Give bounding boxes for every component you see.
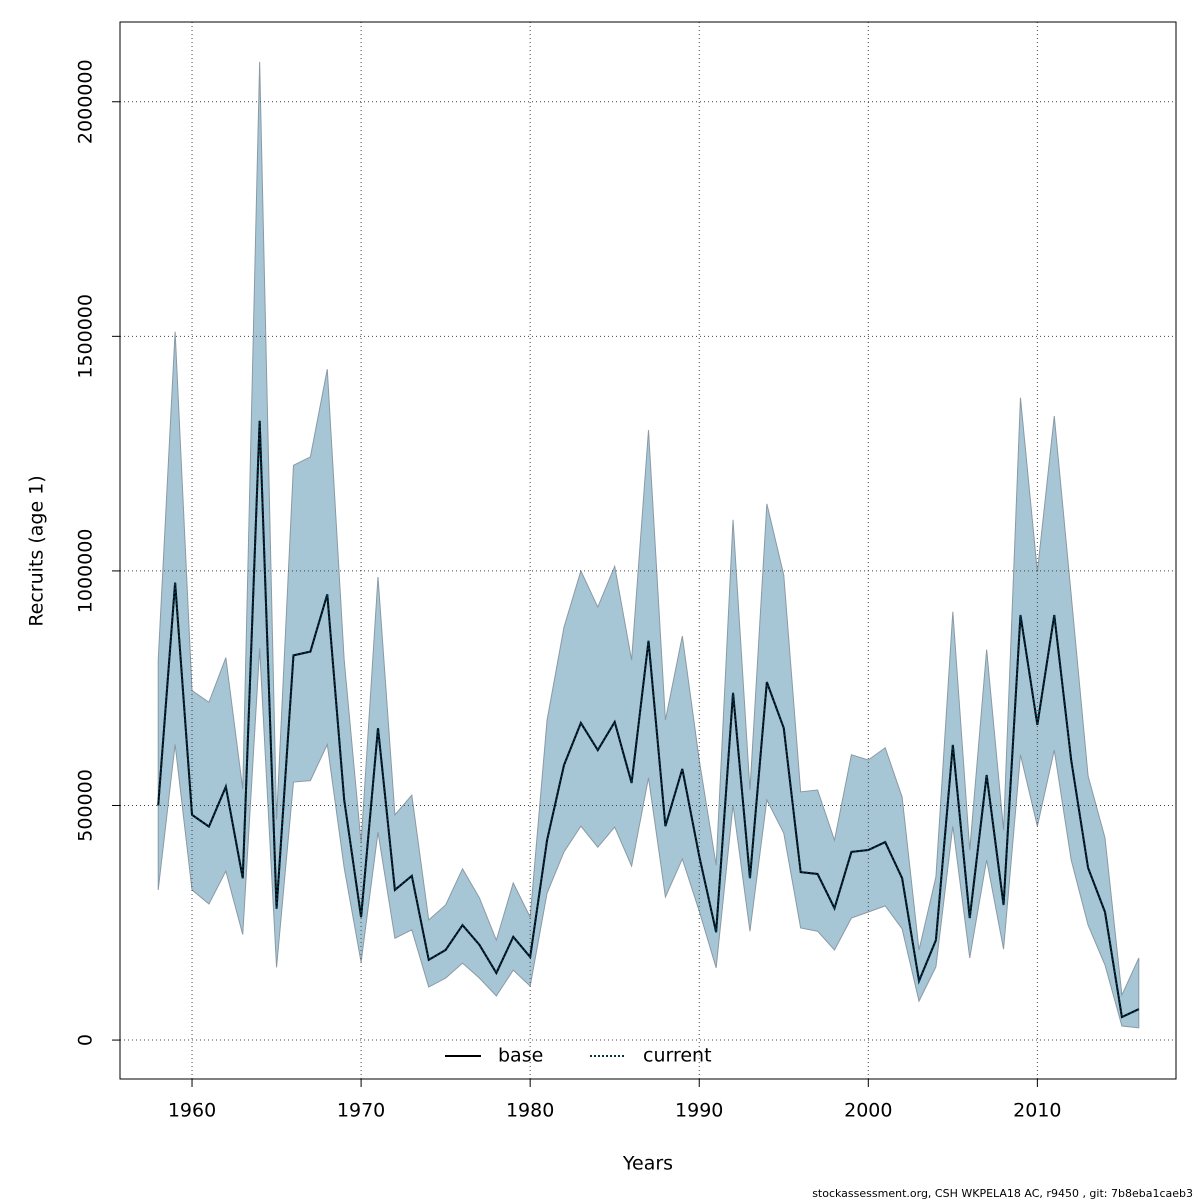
y-tick-label: 2000000 <box>75 59 97 144</box>
x-tick-label: 1980 <box>506 1100 554 1122</box>
x-tick-label: 1960 <box>168 1100 216 1122</box>
series-line <box>157 420 1140 1019</box>
caption: stockassessment.org, CSH WKPELA18 AC, r9… <box>812 1187 1193 1200</box>
x-tick-label: 1990 <box>675 1100 723 1122</box>
y-tick-label: 0 <box>75 1034 97 1046</box>
y-tick-label: 1000000 <box>75 529 97 614</box>
legend-label: current <box>643 1045 712 1067</box>
legend-label: base <box>498 1045 543 1067</box>
x-tick-label: 2010 <box>1013 1100 1061 1122</box>
x-tick-label: 2000 <box>844 1100 892 1122</box>
x-tick-label: 1970 <box>337 1100 385 1122</box>
y-axis-label: Recruits (age 1) <box>26 475 48 626</box>
y-tick-label: 500000 <box>75 769 97 842</box>
plot-frame <box>119 21 1177 1080</box>
confidence-band <box>157 61 1140 1029</box>
y-tick-label: 1500000 <box>75 294 97 379</box>
x-axis-label: Years <box>622 1153 673 1175</box>
